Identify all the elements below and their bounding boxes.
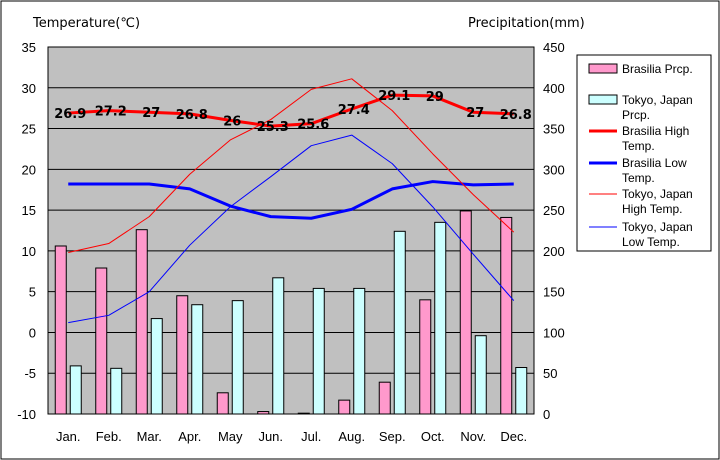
line-brasilia-high (68, 93, 514, 128)
right-tick-label: 100 (543, 325, 565, 340)
left-tick-label: -5 (24, 366, 36, 381)
line-tokyo-high (68, 78, 515, 254)
data-label: 26.8 (176, 108, 208, 123)
bar-tokyo-prcp (69, 365, 82, 415)
bar-tokyo-prcp (272, 277, 285, 415)
line-layer (68, 78, 515, 324)
bar-brasilia-prcp (500, 216, 513, 415)
left-tick-label: 30 (22, 81, 36, 96)
left-axis-title: Temperature(℃) (32, 16, 140, 31)
left-tick-label: 10 (22, 244, 36, 259)
right-tick-label: 200 (543, 244, 565, 259)
line-brasilia-low (68, 180, 514, 220)
x-tick-label: Aug. (338, 429, 365, 444)
bar-layer (54, 210, 528, 415)
x-tick-label: Sep. (379, 429, 406, 444)
right-tick-label: 150 (543, 285, 565, 300)
right-tick-label: 250 (543, 203, 565, 218)
x-tick-label: Nov. (460, 429, 486, 444)
bar-brasilia-prcp (54, 245, 67, 415)
x-tick-label: Jun. (258, 429, 283, 444)
left-tick-label: 25 (22, 122, 36, 137)
legend-label: Tokyo, Japan Low Temp. (622, 220, 693, 249)
data-label: 27 (142, 106, 160, 121)
data-label: 27.4 (338, 103, 370, 118)
right-tick-label: 0 (543, 407, 550, 422)
data-label: 26.8 (500, 108, 532, 123)
bar-brasilia-prcp (338, 399, 351, 415)
x-tick-label: Feb. (96, 429, 122, 444)
legend-label: Tokyo, Japan High Temp. (622, 187, 693, 216)
data-label: 27 (466, 106, 484, 121)
legend-label: Brasilia High Temp. (622, 124, 689, 153)
legend-swatch (588, 94, 618, 105)
bar-tokyo-prcp (434, 221, 447, 415)
left-tick-label: 35 (22, 40, 36, 55)
left-tick-label: 0 (29, 325, 36, 340)
bar-brasilia-prcp (216, 392, 229, 415)
bar-tokyo-prcp (110, 367, 123, 415)
bar-tokyo-prcp (312, 287, 325, 415)
x-tick-label: Oct. (421, 429, 445, 444)
left-tick-label: 20 (22, 162, 36, 177)
bar-tokyo-prcp (150, 318, 163, 415)
x-tick-label: Mar. (137, 429, 162, 444)
left-tick-label: 15 (22, 203, 36, 218)
right-tick-label: 450 (543, 40, 565, 55)
bar-tokyo-prcp (353, 287, 366, 415)
right-tick-label: 50 (543, 366, 557, 381)
bar-tokyo-prcp (474, 335, 487, 415)
bar-brasilia-prcp (378, 381, 391, 415)
bar-brasilia-prcp (297, 412, 310, 415)
bar-brasilia-prcp (176, 295, 189, 415)
gridlines (48, 87, 534, 374)
data-label: 26.9 (54, 107, 86, 122)
legend-label: Brasilia Prcp. (622, 62, 693, 76)
legend-box (576, 54, 712, 252)
x-tick-label: Jan. (56, 429, 81, 444)
bar-tokyo-prcp (231, 300, 244, 415)
bar-brasilia-prcp (419, 299, 432, 415)
bar-tokyo-prcp (393, 230, 406, 415)
legend: Brasilia Prcp.Tokyo, Japan Prcp.Brasilia … (576, 54, 712, 252)
legend-label: Brasilia Low Temp. (622, 156, 687, 185)
right-tick-label: 350 (543, 122, 565, 137)
x-tick-label: Apr. (178, 429, 201, 444)
x-tick-label: Jul. (301, 429, 321, 444)
line-tokyo-low (68, 134, 515, 324)
right-tick-label: 400 (543, 81, 565, 96)
legend-label: Tokyo, Japan Prcp. (622, 93, 693, 122)
x-tick-label: Dec. (500, 429, 527, 444)
bar-brasilia-prcp (95, 267, 108, 415)
bar-brasilia-prcp (459, 210, 472, 415)
data-label: 26 (223, 114, 241, 129)
data-label: 27.2 (95, 105, 127, 120)
x-tick-label: May (218, 429, 243, 444)
right-tick-label: 300 (543, 162, 565, 177)
tick-layer: -10-505101520253035050100150200250300350… (17, 40, 565, 444)
bar-tokyo-prcp (515, 367, 528, 415)
data-label: 29 (426, 90, 444, 105)
bar-tokyo-prcp (191, 304, 204, 415)
bar-brasilia-prcp (135, 229, 148, 415)
bar-brasilia-prcp (257, 411, 270, 415)
right-axis-title: Precipitation(mm) (468, 16, 585, 31)
left-tick-label: 5 (29, 285, 36, 300)
data-label: 25.6 (297, 118, 329, 133)
data-label: 25.3 (257, 120, 289, 135)
left-tick-label: -10 (17, 407, 36, 422)
legend-swatch (588, 63, 618, 74)
data-label: 29.1 (378, 89, 410, 104)
data-label-layer: 26.9 27.2 27 26.8 26 25.3 25.6 27.4 29.1 29 27 26.8 (54, 89, 532, 135)
